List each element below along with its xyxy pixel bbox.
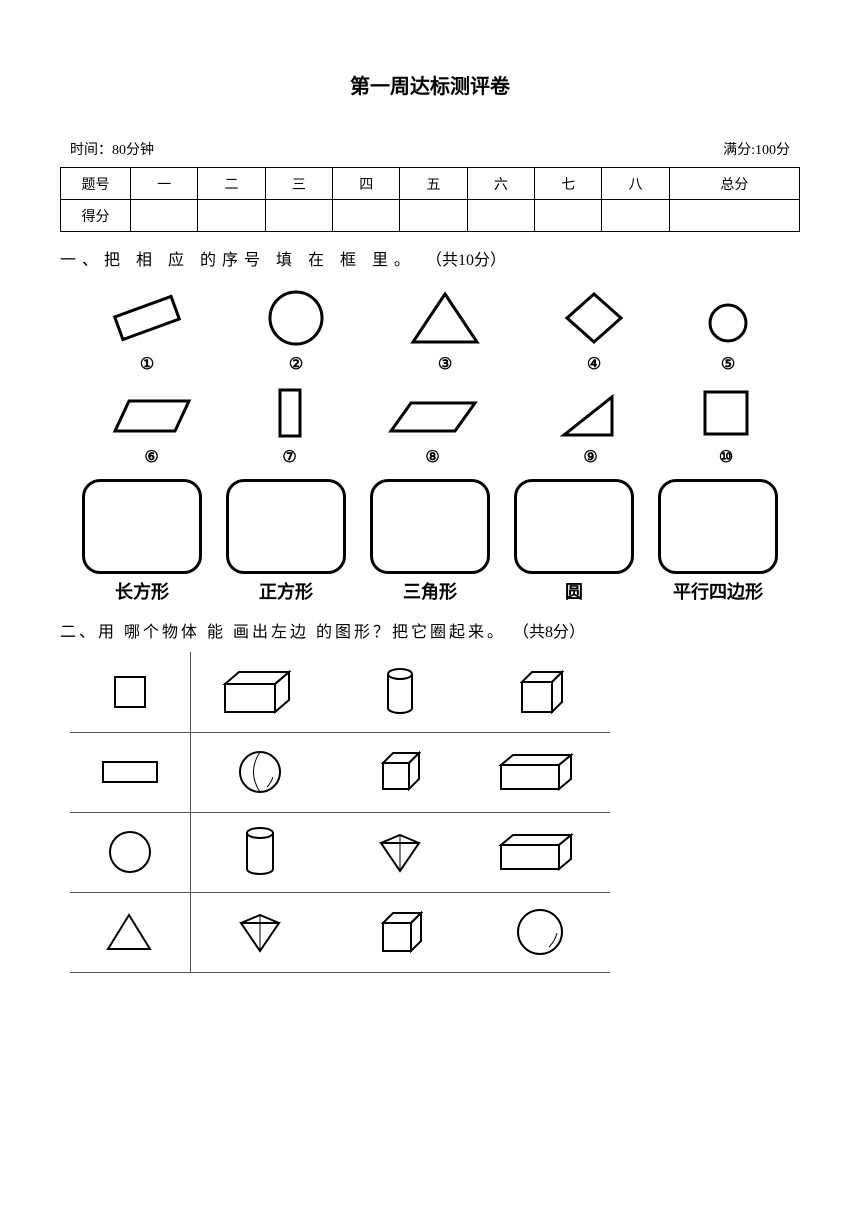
cube-icon xyxy=(371,903,429,961)
flat-rectangle-icon xyxy=(95,752,165,792)
score-row-label: 得分 xyxy=(61,200,131,232)
flat-circle-icon xyxy=(105,827,155,877)
shape-num: ⑥ xyxy=(144,447,158,467)
score-col: 五 xyxy=(400,168,467,200)
shape-square-icon xyxy=(699,386,754,441)
shape-diamond-icon xyxy=(559,288,629,348)
shape-num: ④ xyxy=(587,354,601,374)
score-header-label: 题号 xyxy=(61,168,131,200)
answer-box[interactable] xyxy=(514,479,634,574)
shape-small-circle-icon xyxy=(703,288,753,348)
shape-num: ① xyxy=(140,354,154,374)
sphere-icon xyxy=(513,905,567,959)
score-col: 七 xyxy=(535,168,602,200)
q2-text: 二、用 哪个物体 能 画出左边 的图形？把它圈起来。 （共8分） xyxy=(60,618,800,642)
flat-triangle-icon xyxy=(102,907,157,957)
triangular-prism-icon xyxy=(235,907,285,957)
sphere-icon xyxy=(235,747,285,797)
cube-icon xyxy=(510,662,570,722)
fullscore-label: 满分:100分 xyxy=(723,139,790,159)
shape-parallelogram2-icon xyxy=(383,391,483,441)
shape-circle-icon xyxy=(261,288,331,348)
shape-num: ⑤ xyxy=(721,354,735,374)
score-cell[interactable] xyxy=(400,200,467,232)
answer-box[interactable] xyxy=(370,479,490,574)
shape-num: ⑧ xyxy=(425,447,439,467)
score-col: 一 xyxy=(131,168,198,200)
score-col: 总分 xyxy=(669,168,799,200)
score-cell[interactable] xyxy=(198,200,265,232)
flat-square-icon xyxy=(105,667,155,717)
triangular-prism-icon xyxy=(375,827,425,877)
q1-text: 一、把 相 应 的序号 填 在 框 里。 （共10分） xyxy=(60,246,800,270)
shape-tall-rectangle-icon xyxy=(270,386,310,441)
shape-num: ⑦ xyxy=(282,447,296,467)
q2-table xyxy=(70,652,610,973)
shape-num: ② xyxy=(289,354,303,374)
score-table: 题号 一 二 三 四 五 六 七 八 总分 得分 xyxy=(60,167,800,232)
score-col: 六 xyxy=(467,168,534,200)
cuboid-icon xyxy=(215,664,305,719)
meta-row: 时间：80分钟 满分:100分 xyxy=(60,139,800,159)
shape-triangle-icon xyxy=(405,288,485,348)
q1-shapes-row2: ⑥ ⑦ ⑧ ⑨ ⑩ xyxy=(70,386,790,467)
shape-num: ③ xyxy=(438,354,452,374)
score-col: 八 xyxy=(602,168,669,200)
score-col: 二 xyxy=(198,168,265,200)
answer-box[interactable] xyxy=(658,479,778,574)
shape-num: ⑨ xyxy=(583,447,597,467)
score-cell[interactable] xyxy=(265,200,332,232)
box-label: 三角形 xyxy=(403,578,457,604)
answer-box[interactable] xyxy=(226,479,346,574)
score-cell[interactable] xyxy=(535,200,602,232)
box-label: 正方形 xyxy=(259,578,313,604)
shape-num: ⑩ xyxy=(719,447,733,467)
score-col: 三 xyxy=(265,168,332,200)
box-label: 长方形 xyxy=(115,578,169,604)
score-cell[interactable] xyxy=(467,200,534,232)
shape-right-triangle-icon xyxy=(556,391,626,441)
answer-box[interactable] xyxy=(82,479,202,574)
q1-answer-boxes: 长方形 正方形 三角形 圆 平行四边形 xyxy=(70,479,790,604)
cuboid-icon xyxy=(493,827,588,877)
shape-parallelogram-icon xyxy=(107,391,197,441)
score-cell[interactable] xyxy=(669,200,799,232)
score-cell[interactable] xyxy=(131,200,198,232)
score-col: 四 xyxy=(333,168,400,200)
cube-icon xyxy=(373,745,428,800)
box-label: 平行四边形 xyxy=(673,578,763,604)
score-cell[interactable] xyxy=(333,200,400,232)
q1-shapes-row1: ① ② ③ ④ ⑤ xyxy=(70,288,790,374)
shape-rectangle-icon xyxy=(107,288,187,348)
cylinder-icon xyxy=(380,664,420,719)
page-title: 第一周达标测评卷 xyxy=(60,70,800,99)
box-label: 圆 xyxy=(565,578,583,604)
score-cell[interactable] xyxy=(602,200,669,232)
cylinder-icon xyxy=(240,823,280,881)
time-label: 时间：80分钟 xyxy=(70,139,154,159)
cuboid-icon xyxy=(493,747,588,797)
